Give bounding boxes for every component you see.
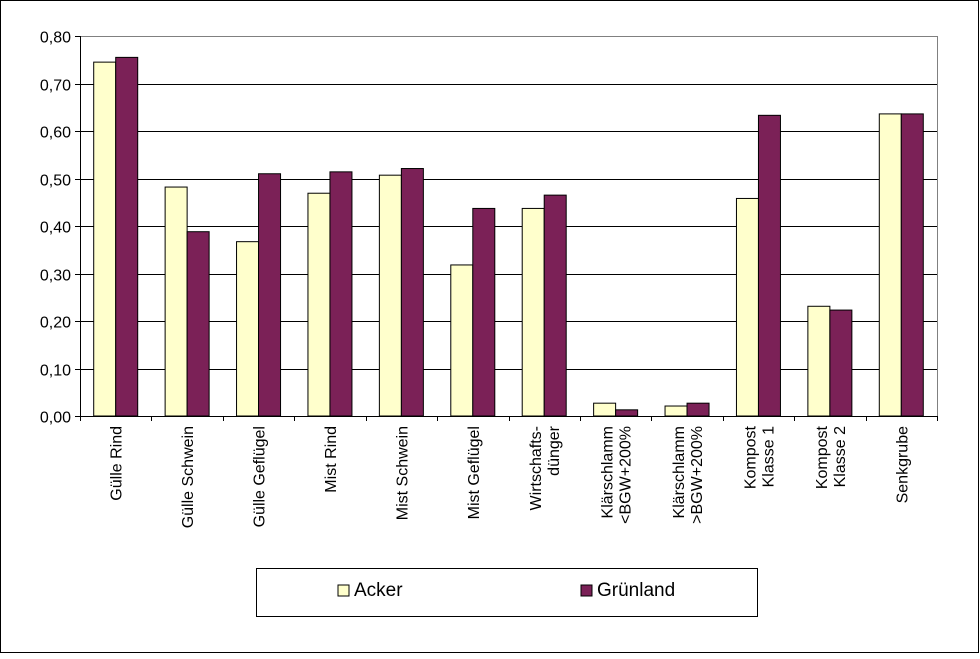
- y-tick-labels: 0,00 0,10 0,20 0,30 0,40 0,50 0,60 0,70 0,80: [40, 30, 71, 427]
- bar-gruenland: [115, 56, 139, 417]
- x-tick-label: Gülle Geflügel: [252, 426, 269, 527]
- x-tick-label: Senkgrube: [894, 426, 911, 503]
- x-tick-labels: Gülle Rind Gülle Schwein Gülle Geflügel Mis…: [109, 425, 912, 528]
- bar-gruenland: [829, 309, 853, 417]
- legend: Acker Grünland: [256, 568, 758, 617]
- bar-acker: [521, 207, 545, 417]
- x-tick-label: Gülle Rind: [109, 426, 126, 501]
- bar-gruenland: [472, 207, 496, 417]
- x-tick-label: Gülle Schwein: [180, 426, 197, 528]
- bar-gruenland: [186, 231, 210, 417]
- y-tick-label: 0,50: [40, 173, 71, 190]
- x-tick-label: Kompost: [814, 425, 831, 489]
- bar-acker: [164, 186, 188, 417]
- x-tick-label: >BGW+200%: [689, 426, 706, 524]
- x-tick-label: <BGW+200%: [618, 426, 635, 524]
- bar-acker: [807, 305, 831, 417]
- y-tick-label: 0,60: [40, 125, 71, 142]
- x-tick-label: Klärschlamm: [600, 426, 617, 518]
- bars: [93, 56, 924, 417]
- y-tick-label: 0,80: [40, 30, 71, 47]
- legend-swatch-gruenland: [580, 584, 593, 597]
- bar-gruenland: [615, 409, 639, 417]
- x-tick-label: Klasse 1: [760, 426, 777, 487]
- bar-gruenland: [543, 194, 567, 417]
- x-tick-label: Kompost: [742, 425, 759, 489]
- x-tick-label: Klasse 2: [832, 426, 849, 487]
- x-tick-label: Wirtschafts-: [528, 426, 545, 510]
- bar-gruenland: [900, 113, 924, 417]
- legend-label-gruenland: Grünland: [597, 580, 675, 601]
- bar-acker: [878, 113, 902, 417]
- x-tick-label: Mist Rind: [323, 426, 340, 493]
- bar-acker: [735, 197, 759, 417]
- bar-gruenland: [757, 114, 781, 417]
- gridlines: [80, 36, 938, 416]
- legend-label-acker: Acker: [354, 580, 403, 601]
- y-tick-label: 0,10: [40, 363, 71, 380]
- bar-acker: [236, 241, 260, 417]
- legend-swatch-acker: [337, 584, 350, 597]
- bar-gruenland: [329, 171, 353, 417]
- y-tick-label: 0,70: [40, 78, 71, 95]
- bar-acker: [93, 61, 117, 417]
- bar-gruenland: [258, 173, 282, 417]
- bar-acker: [664, 405, 688, 417]
- bar-acker: [450, 264, 474, 417]
- bar-acker: [593, 402, 617, 417]
- x-tick-label: Mist Schwein: [394, 426, 411, 520]
- y-tick-label: 0,00: [40, 410, 71, 427]
- y-tick-label: 0,40: [40, 220, 71, 237]
- x-tick-label: Mist Geflügel: [466, 426, 483, 519]
- y-tick-label: 0,20: [40, 315, 71, 332]
- x-tick-label: dünger: [546, 425, 563, 475]
- bar-gruenland: [686, 402, 710, 417]
- bar-acker: [307, 192, 331, 417]
- x-tick-label: Klärschlamm: [671, 426, 688, 518]
- legend-box: [256, 568, 758, 617]
- y-tick-label: 0,30: [40, 268, 71, 285]
- bar-gruenland: [400, 168, 424, 417]
- axes: [75, 36, 938, 421]
- bar-acker: [378, 174, 402, 417]
